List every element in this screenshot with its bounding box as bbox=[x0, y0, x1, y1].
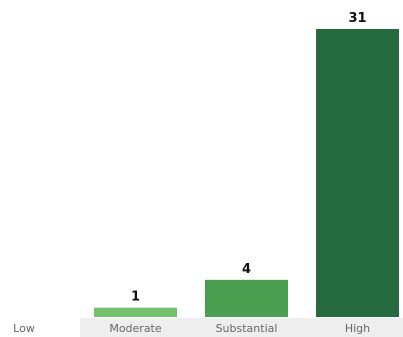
category-band-substantial bbox=[191, 318, 302, 337]
bar-moderate bbox=[94, 307, 177, 317]
bar-substantial bbox=[205, 279, 288, 317]
bars bbox=[94, 29, 399, 317]
category-label-moderate: Moderate bbox=[109, 322, 162, 335]
category-label-substantial: Substantial bbox=[216, 322, 278, 335]
data-labels: 1 4 31 bbox=[131, 11, 367, 305]
category-label-low: Low bbox=[13, 322, 35, 335]
category-bands bbox=[80, 318, 403, 337]
category-band-high bbox=[302, 318, 403, 337]
data-label-high: 31 bbox=[348, 11, 366, 26]
category-labels: Low Moderate Substantial High bbox=[13, 322, 370, 335]
bar-high bbox=[316, 29, 399, 317]
data-label-substantial: 4 bbox=[242, 262, 251, 277]
data-label-moderate: 1 bbox=[131, 290, 140, 305]
category-label-high: High bbox=[345, 322, 370, 335]
category-band-moderate bbox=[80, 318, 191, 337]
